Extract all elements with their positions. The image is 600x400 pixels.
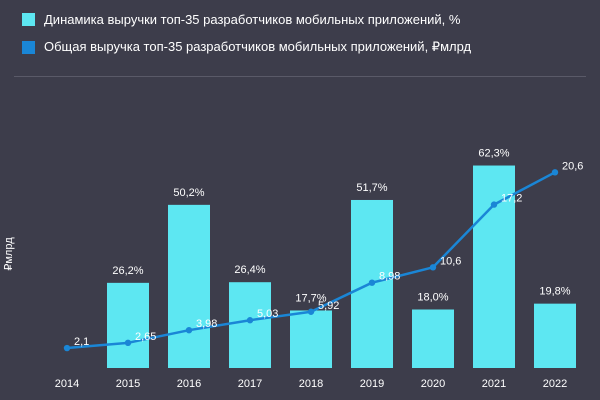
line-label-2021: 17,2 bbox=[501, 193, 522, 205]
x-tick-2021: 2021 bbox=[482, 378, 506, 390]
x-tick-2015: 2015 bbox=[116, 378, 140, 390]
x-tick-2017: 2017 bbox=[238, 378, 262, 390]
line-layer bbox=[63, 169, 559, 352]
legend-swatch-line bbox=[22, 40, 35, 54]
line-point-2016[interactable] bbox=[185, 326, 193, 334]
bar-2017[interactable] bbox=[229, 282, 271, 368]
line-label-2016: 3,98 bbox=[196, 318, 217, 330]
bar-2016[interactable] bbox=[168, 204, 210, 368]
legend-label-growth: Динамика выручки топ-35 разработчиков мо… bbox=[44, 11, 461, 27]
line-label-2022: 20,6 bbox=[562, 160, 583, 172]
bar-2020[interactable] bbox=[412, 309, 454, 369]
x-tick-2016: 2016 bbox=[177, 378, 201, 390]
y-axis-label: ₽млрд bbox=[3, 237, 15, 271]
legend-item-growth[interactable]: Динамика выручки топ-35 разработчиков мо… bbox=[22, 8, 471, 30]
bar-label-2019: 51,7% bbox=[356, 182, 387, 194]
line-label-2015: 2,65 bbox=[135, 331, 156, 343]
line-point-2014[interactable] bbox=[63, 344, 71, 352]
bar-label-2016: 50,2% bbox=[173, 187, 204, 199]
bar-label-2018: 17,7% bbox=[295, 292, 326, 304]
line-point-2020[interactable] bbox=[429, 264, 437, 271]
x-tick-2018: 2018 bbox=[299, 378, 323, 390]
x-tick-2020: 2020 bbox=[421, 378, 445, 390]
legend-swatch-bars bbox=[22, 12, 35, 26]
bar-label-2015: 26,2% bbox=[112, 265, 143, 277]
bars-layer bbox=[107, 165, 576, 369]
x-tick-2019: 2019 bbox=[360, 378, 384, 390]
bar-2015[interactable] bbox=[107, 282, 149, 368]
bar-2021[interactable] bbox=[473, 165, 515, 368]
line-label-2014: 2,1 bbox=[74, 336, 89, 348]
legend-label-revenue: Общая выручка топ-35 разработчиков мобил… bbox=[44, 39, 472, 54]
labels-layer: 26,2% 50,2% 26,4% 17,7% 51,7% 18,0% 62,3% 19,8%… bbox=[74, 148, 583, 349]
line-label-2019: 8,98 bbox=[379, 271, 400, 283]
x-tick-2014: 2014 bbox=[55, 378, 79, 390]
bar-label-2022: 19,8% bbox=[539, 286, 570, 298]
legend: Динамика выручки топ-35 разработчиков мо… bbox=[22, 8, 471, 64]
line-point-2022[interactable] bbox=[551, 169, 559, 176]
legend-divider bbox=[14, 76, 586, 77]
bar-label-2017: 26,4% bbox=[234, 264, 265, 276]
bar-2018[interactable] bbox=[290, 310, 332, 368]
legend-item-revenue[interactable]: Общая выручка топ-35 разработчиков мобил… bbox=[22, 36, 471, 58]
x-tick-2022: 2022 bbox=[543, 378, 567, 390]
line-point-2018[interactable] bbox=[307, 308, 315, 315]
line-point-2019[interactable] bbox=[368, 279, 376, 286]
line-label-2020: 10,6 bbox=[440, 255, 461, 267]
line-point-2021[interactable] bbox=[490, 201, 498, 208]
line-label-2017: 5,03 bbox=[257, 308, 278, 320]
bar-label-2021: 62,3% bbox=[478, 148, 509, 160]
line-point-2017[interactable] bbox=[246, 317, 254, 324]
line-point-2015[interactable] bbox=[124, 339, 132, 347]
bar-label-2020: 18,0% bbox=[417, 292, 448, 304]
x-axis-ticks: 2014 2015 2016 2017 2018 2019 2020 2021 2022 bbox=[55, 378, 567, 390]
bar-2022[interactable] bbox=[534, 303, 576, 368]
line-label-2018: 5,92 bbox=[318, 300, 339, 312]
